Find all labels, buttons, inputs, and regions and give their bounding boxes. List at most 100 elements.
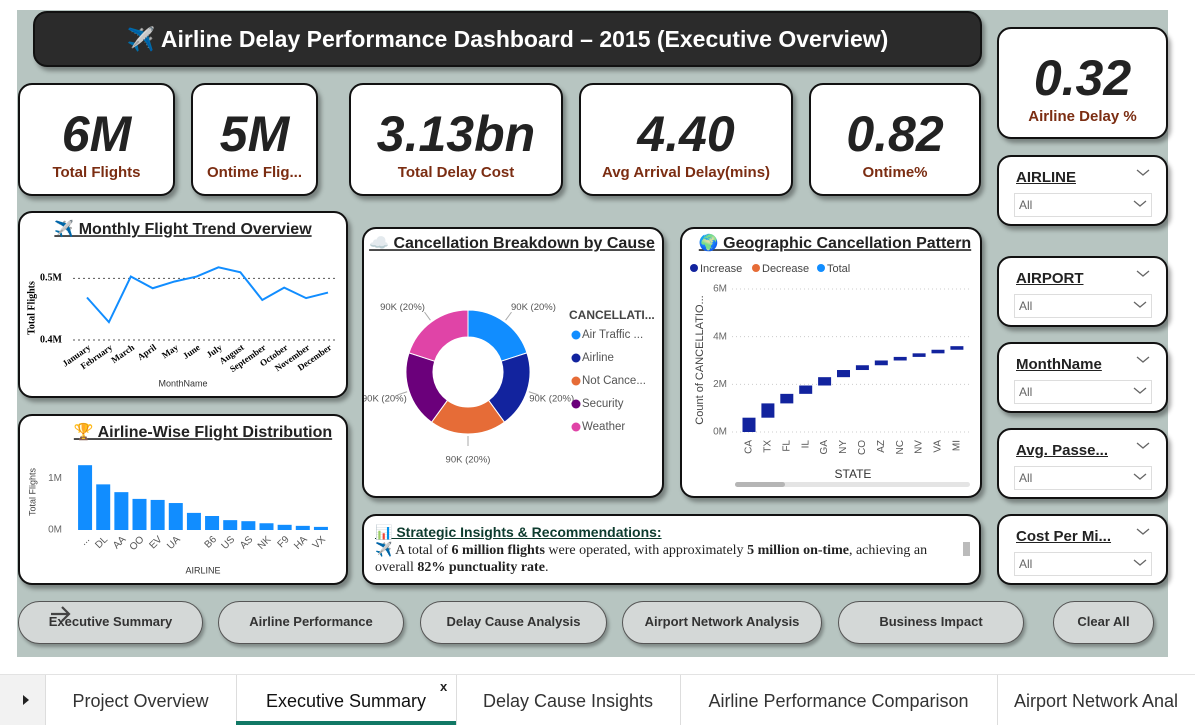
chart-title: ☁️ Cancellation Breakdown by Cause: [369, 235, 655, 252]
x-axis-label: AIRLINE: [185, 565, 220, 575]
legend-swatch: [571, 422, 581, 432]
y-tick-label: 0.5M: [40, 273, 63, 284]
x-tick-label: NY: [838, 440, 849, 454]
bar: [186, 512, 201, 530]
tab-scroll-button[interactable]: [0, 675, 46, 725]
legend-label: Air Traffic ...: [582, 329, 643, 341]
filter-dropdown[interactable]: All: [1014, 380, 1152, 404]
x-axis-label: MonthName: [158, 378, 207, 388]
chevron: [1136, 442, 1150, 449]
tab-close[interactable]: x: [440, 679, 448, 694]
nav-button[interactable]: Airline Performance: [218, 601, 404, 644]
y-axis-label: Total Flights: [27, 467, 37, 516]
tab-bar: [0, 674, 1195, 725]
y-tick-label: 0M: [713, 427, 727, 438]
legend-label: Decrease: [762, 263, 809, 275]
kpi-card: 4.40 Avg Arrival Delay(mins): [579, 83, 793, 196]
triangle: [23, 695, 29, 705]
title-banner: ✈️ Airline Delay Performance Dashboard –…: [33, 11, 982, 67]
bar: [277, 524, 292, 530]
y-axis-label: Total Flights: [26, 281, 37, 335]
nav-button[interactable]: Delay Cause Analysis: [420, 601, 607, 644]
kpi-value: 0.82: [846, 106, 944, 162]
leader-line: [424, 311, 431, 321]
legend-label: Security: [582, 398, 624, 410]
x-tick-label: US: [220, 534, 238, 552]
y-tick-label: 1M: [48, 473, 62, 484]
legend-label: Increase: [700, 263, 742, 275]
x-tick-label: NV: [914, 440, 925, 454]
filter-dropdown[interactable]: All: [1014, 193, 1152, 217]
chevron: [1136, 270, 1150, 277]
filter-title: Avg. Passe...: [1016, 442, 1108, 459]
filter-slicer: Cost Per Mi... All: [997, 514, 1168, 585]
insight-segment: were operated, with approximately: [544, 543, 748, 558]
page-tab[interactable]: Airline Performance Comparison: [708, 691, 969, 711]
page-tab[interactable]: Airport Network Anal: [1013, 691, 1179, 711]
airline-chart-card: 🏆 Airline-Wise Flight Distribution 0M 1M..…: [18, 414, 348, 585]
waterfall-bar: [874, 360, 888, 366]
bar: [96, 484, 111, 530]
filter-title: MonthName: [1016, 356, 1102, 373]
x-tick-label: AS: [238, 534, 255, 551]
insight-segment: ✈️ A total of: [375, 543, 452, 558]
nav-button[interactable]: Clear All: [1053, 601, 1154, 644]
page-tab[interactable]: Delay Cause Insights: [482, 691, 654, 711]
leader-line: [528, 391, 539, 396]
tab-separator: [236, 675, 237, 725]
y-axis-label: Count of CANCELLATIO...: [694, 295, 706, 424]
insights-card: 📊 Strategic Insights & Recommendations: ✈…: [362, 514, 981, 585]
slice-label: 90K (20%): [446, 455, 491, 466]
insight-segment: 6 million flights: [451, 543, 545, 558]
insights-text: ✈️ A total of 6 million flights were ope…: [375, 542, 960, 576]
filter-dropdown[interactable]: All: [1014, 552, 1152, 576]
waterfall-bar: [855, 365, 869, 371]
x-axis-label: STATE: [835, 467, 872, 481]
y-tick-label: 6M: [713, 284, 727, 295]
waterfall-bar: [780, 393, 794, 404]
chart-svg: [1133, 356, 1150, 394]
x-tick-label: ...: [78, 534, 92, 548]
page-tab[interactable]: Project Overview: [72, 691, 209, 711]
legend-swatch: [571, 376, 581, 386]
filter-dropdown[interactable]: All: [1014, 466, 1152, 490]
x-tick-label: NK: [256, 534, 274, 552]
legend-swatch: [690, 264, 698, 272]
tab-separator: [997, 675, 998, 725]
filter-title: AIRLINE: [1016, 169, 1076, 186]
nav-button[interactable]: Business Impact: [838, 601, 1024, 644]
kpi-label: Avg Arrival Delay(mins): [601, 164, 771, 181]
monthly-chart-card: ✈️ Monthly Flight Trend Overview 0.4M 0.5M…: [18, 211, 348, 398]
kpi-label: Airline Delay %: [1028, 108, 1137, 125]
scrollbar-thumb: [963, 542, 970, 556]
page-tab[interactable]: Executive Summary: [265, 691, 427, 711]
legend-swatch: [571, 353, 581, 363]
nav-button[interactable]: Executive Summary: [18, 601, 203, 644]
kpi-label: Ontime%: [862, 164, 928, 181]
bar: [259, 523, 274, 530]
x-tick-label: VA: [933, 440, 944, 453]
waterfall-bar: [931, 349, 945, 354]
filter-slicer: AIRLINE All: [997, 155, 1168, 226]
arrow-icon: [51, 606, 71, 622]
chevron: [1133, 559, 1147, 566]
kpi-value: 0.32: [1033, 50, 1132, 106]
legend-swatch: [817, 264, 825, 272]
x-tick-label: April: [136, 342, 159, 362]
x-tick-label: UA: [165, 534, 183, 552]
y-tick-label: 2M: [713, 379, 727, 390]
slice-label: 90K (20%): [362, 394, 407, 405]
kpi-value: 4.40: [637, 106, 735, 162]
bar: [114, 492, 129, 530]
filter-title: AIRPORT: [1016, 270, 1084, 287]
waterfall-bar: [950, 346, 964, 350]
chart-svg: [1133, 270, 1150, 308]
trend-line: [86, 266, 329, 324]
nav-button[interactable]: Airport Network Analysis: [622, 601, 822, 644]
y-tick-label: 0M: [48, 525, 62, 536]
chevron: [1133, 473, 1147, 480]
x-tick-label: F9: [276, 534, 292, 550]
scrollbar-track: [735, 482, 970, 487]
filter-dropdown[interactable]: All: [1014, 294, 1152, 318]
waterfall-bar: [799, 385, 813, 394]
